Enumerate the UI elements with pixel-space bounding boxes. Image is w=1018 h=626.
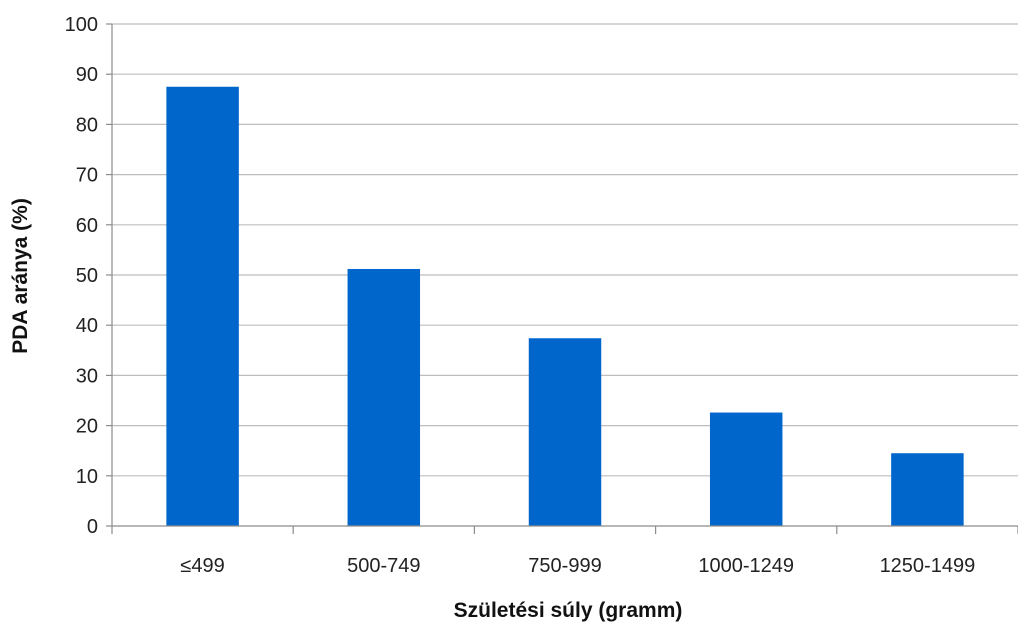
y-tick-label: 70: [76, 165, 98, 187]
gridlines: [112, 23, 1018, 477]
y-tick-label: 40: [76, 315, 98, 337]
y-tick-label: 90: [76, 64, 98, 86]
x-tick-label: 1250-1499: [880, 555, 976, 577]
x-tick-label: ≤499: [180, 555, 224, 577]
y-tick-label: 0: [87, 516, 98, 538]
bar: [891, 453, 964, 526]
bars: [166, 86, 964, 526]
y-tick-label: 10: [76, 466, 98, 488]
bar: [709, 412, 783, 526]
y-tick-label: 80: [76, 114, 98, 136]
y-tick-label: 30: [76, 365, 98, 387]
bar: [166, 86, 239, 526]
x-tick-label: 500-749: [347, 555, 420, 577]
x-axis-title: Születési súly (gramm): [454, 599, 683, 622]
bar: [528, 338, 602, 526]
y-tick-label: 50: [76, 265, 98, 287]
y-tick-label: 100: [65, 14, 98, 36]
bar: [347, 268, 421, 526]
y-tick-label: 60: [76, 215, 98, 237]
axes: [106, 23, 1018, 534]
x-tick-labels: ≤499 500-749 750-999 1000-1249 1250-1499: [180, 555, 975, 577]
x-tick-label: 1000-1249: [698, 555, 794, 577]
y-tick-label: 20: [76, 416, 98, 438]
y-axis-title: PDA aránya (%): [9, 198, 32, 354]
y-tick-labels: 0 10 20 30 40 50 60 70 80 90 100: [65, 14, 98, 538]
x-tick-label: 750-999: [528, 555, 601, 577]
